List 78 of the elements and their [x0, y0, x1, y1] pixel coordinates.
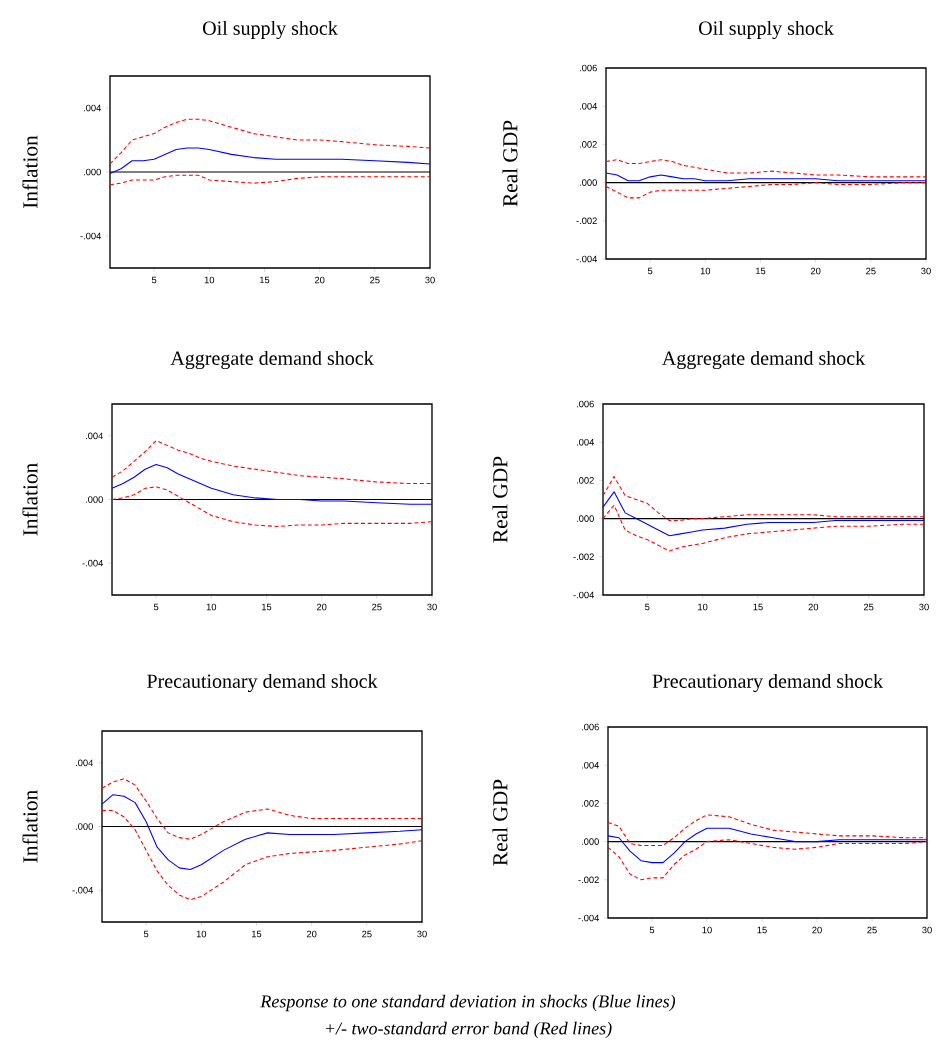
x-tick-label: 15	[260, 276, 270, 284]
x-tick-label: 10	[698, 603, 708, 611]
y-tick-label: .004	[580, 102, 598, 110]
y-tick-label: .000	[582, 838, 600, 845]
y-tick-label: .000	[84, 168, 102, 176]
x-tick-label: 5	[649, 926, 655, 934]
x-tick-label: 25	[864, 603, 874, 611]
chart-title: Oil supply shock	[203, 20, 338, 40]
y-tick-label: -.004	[573, 591, 595, 599]
x-tick-label: 10	[205, 276, 215, 284]
x-tick-label: 30	[427, 603, 438, 611]
y-tick-label: .004	[86, 432, 104, 440]
x-tick-label: 25	[362, 930, 372, 938]
y-tick-label: -.002	[573, 553, 595, 561]
chart-title: Aggregate demand shock	[170, 350, 374, 370]
x-tick-label: 20	[307, 930, 317, 938]
x-tick-label: 5	[152, 276, 157, 284]
y-tick-label: .004	[582, 761, 600, 769]
x-tick-label: 10	[197, 930, 207, 938]
y-tick-label: -.004	[72, 886, 94, 894]
text: +/- two-standard error band (Red lines)	[326, 1021, 612, 1039]
y-tick-label: .000	[580, 179, 598, 186]
y-tick-label: .006	[582, 723, 600, 731]
x-tick-label: 10	[701, 267, 711, 275]
y-tick-label: .000	[577, 515, 595, 522]
x-tick-label: 20	[811, 267, 821, 275]
y-tick-label: -.004	[82, 559, 104, 567]
x-tick-label: 25	[372, 603, 382, 611]
x-tick-label: 15	[753, 603, 763, 611]
chart-title: Precautionary demand shock	[652, 673, 884, 693]
x-tick-label: 15	[252, 930, 262, 938]
x-tick-label: 20	[812, 926, 823, 934]
x-tick-label: 20	[317, 603, 327, 611]
y-tick-label: .000	[76, 823, 94, 830]
y-tick-label: -.002	[578, 876, 600, 884]
x-tick-label: 30	[417, 930, 428, 938]
x-tick-label: 20	[808, 603, 819, 611]
y-tick-label: -.004	[80, 232, 102, 240]
x-tick-label: 5	[648, 267, 653, 275]
x-tick-label: 10	[207, 603, 217, 611]
y-tick-label: -.004	[578, 914, 600, 922]
x-tick-label: 10	[702, 926, 713, 934]
x-tick-label: 20	[315, 276, 325, 284]
y-axis-title: Real GDP	[492, 779, 508, 866]
chart-title: Oil supply shock	[699, 20, 834, 40]
x-tick-label: 30	[921, 267, 932, 275]
y-axis-title: Inflation	[22, 463, 38, 536]
x-tick-label: 5	[154, 603, 159, 611]
text: Response to one standard deviation in shocks (Blue lines)	[260, 994, 676, 1012]
chart-title: Precautionary demand shock	[147, 673, 378, 693]
x-tick-label: 30	[922, 926, 933, 934]
x-tick-label: 30	[425, 276, 436, 284]
y-tick-label: .002	[580, 141, 598, 148]
y-tick-label: .002	[577, 477, 595, 484]
x-tick-label: 25	[867, 926, 877, 934]
y-tick-label: .000	[86, 496, 104, 503]
y-axis-title: Inflation	[22, 135, 38, 208]
y-axis-title: Real GDP	[502, 120, 518, 207]
y-tick-label: -.004	[576, 255, 598, 263]
x-tick-label: 15	[262, 603, 272, 611]
y-axis-title: Real GDP	[492, 456, 508, 543]
x-tick-label: 30	[919, 603, 930, 611]
x-tick-label: 25	[370, 276, 380, 284]
y-tick-label: .004	[577, 438, 595, 446]
y-tick-label: .006	[577, 400, 595, 408]
line-series	[602, 504, 925, 552]
y-tick-label: .002	[582, 800, 600, 807]
x-tick-label: 15	[757, 926, 767, 934]
y-tick-label: .004	[76, 759, 94, 767]
y-tick-label: -.002	[576, 217, 598, 225]
x-tick-label: 5	[645, 603, 650, 611]
x-tick-label: 5	[144, 930, 149, 938]
x-tick-label: 15	[756, 267, 766, 275]
y-axis-title: Inflation	[22, 790, 38, 863]
x-tick-label: 25	[866, 267, 876, 275]
y-tick-label: .004	[84, 104, 102, 112]
chart-title: Aggregate demand shock	[662, 350, 866, 370]
y-tick-label: .006	[580, 64, 598, 72]
